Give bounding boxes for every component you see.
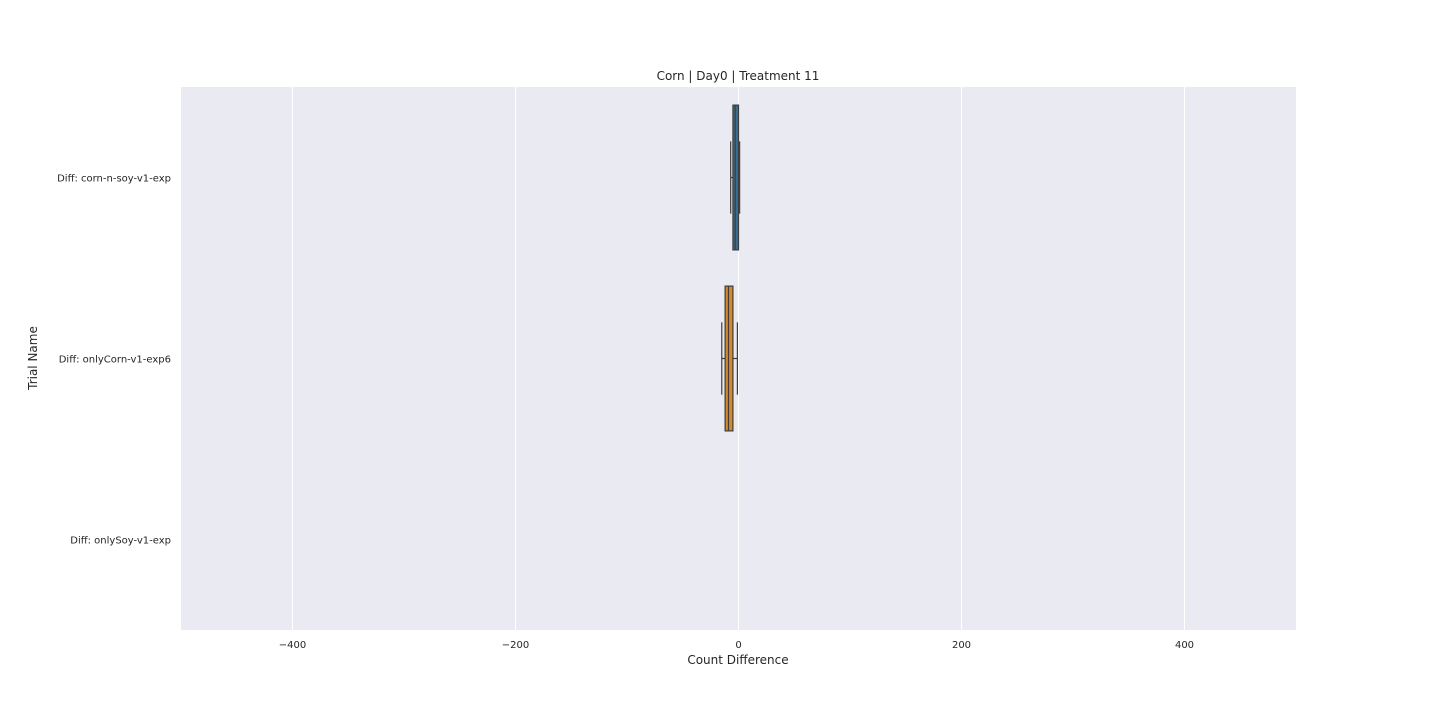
x-tick-label: 0 — [735, 640, 741, 651]
x-tick-label: −400 — [279, 640, 306, 651]
y-tick-label: Diff: onlySoy-v1-exp — [70, 536, 171, 547]
chart-title: Corn | Day0 | Treatment 11 — [657, 69, 820, 83]
x-axis-label: Count Difference — [687, 653, 788, 667]
box-1 — [730, 104, 741, 251]
y-tick-label: Diff: onlyCorn-v1-exp6 — [59, 355, 171, 366]
box-2 — [721, 285, 738, 432]
x-tick-label: 200 — [952, 640, 971, 651]
y-axis-label: Trial Name — [26, 326, 40, 391]
boxes — [721, 104, 741, 432]
y-tick-labels: Diff: corn-n-soy-v1-exp Diff: onlyCorn-v1… — [57, 174, 171, 547]
x-tick-label: −200 — [502, 640, 529, 651]
y-tick-label: Diff: corn-n-soy-v1-exp — [57, 174, 171, 185]
x-tick-labels: −400 −200 0 200 400 — [279, 640, 1194, 651]
x-tick-label: 400 — [1175, 640, 1194, 651]
